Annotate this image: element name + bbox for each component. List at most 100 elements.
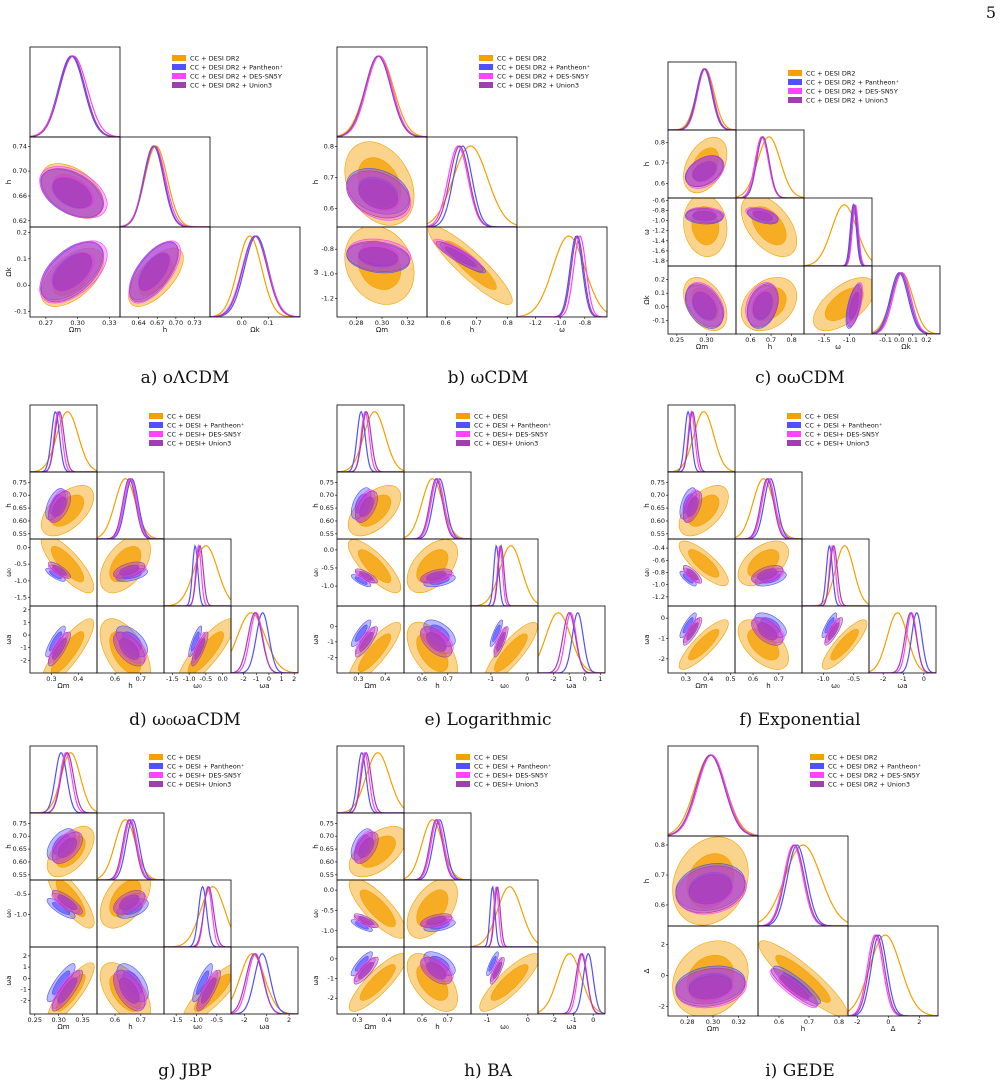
contour-3-1	[46, 880, 95, 929]
x-tick-label: -1	[570, 1016, 576, 1024]
subplot-frame	[426, 136, 518, 228]
marginal-2	[427, 145, 517, 227]
marginal-curve-4	[736, 136, 804, 198]
legend-swatch	[172, 55, 186, 61]
y-tick-label: 0.60	[320, 517, 334, 525]
x-tick-label: 0.70	[169, 319, 183, 327]
marginal-curve-1	[735, 478, 802, 539]
x-tick-label: -1.5	[166, 675, 179, 683]
contour-4-1	[40, 618, 95, 673]
subplot-frame	[230, 946, 299, 1015]
y-tick-label: 0.65	[320, 845, 334, 853]
marginal-curve-3	[538, 952, 605, 1014]
marginal-4	[869, 611, 936, 673]
x-axis-label: ω₀	[500, 682, 509, 690]
y-tick-label: 0	[330, 622, 334, 630]
marginal-curve-4	[210, 235, 300, 317]
marginal-curve-3	[517, 235, 607, 317]
marginal-2	[735, 477, 802, 539]
y-axis-label: h	[312, 844, 320, 848]
legend-swatch	[149, 440, 163, 446]
x-axis-label: Ωm	[364, 1023, 376, 1031]
legend-label: CC + DESI DR2	[806, 70, 856, 78]
x-tick-label: 0.1	[263, 319, 273, 327]
y-tick-label: 0.70	[13, 167, 27, 175]
y-tick-label: -1.0	[652, 581, 665, 589]
legend-label: CC + DESI+ Union3	[167, 440, 231, 448]
y-tick-label: -1.0	[652, 217, 665, 225]
y-axis-label: ω	[312, 269, 320, 275]
y-tick-label: -2	[328, 653, 334, 661]
y-tick-label: 0.55	[13, 871, 27, 879]
contour-ellipse-1-1sigma	[688, 628, 720, 661]
contour-ellipse-4-1sigma	[52, 496, 67, 517]
y-tick-label: 0	[661, 972, 665, 980]
y-tick-label: -0.5	[14, 560, 27, 568]
legend-swatch	[788, 79, 802, 85]
y-tick-label: -0.5	[321, 564, 334, 572]
x-axis-label: Ωm	[364, 682, 376, 690]
contour-2-1	[46, 826, 95, 878]
legend-swatch	[456, 422, 470, 428]
contour-ellipse-2-1sigma	[824, 617, 835, 634]
contour-4-2	[406, 619, 458, 673]
marginal-curve-4	[668, 410, 735, 472]
x-tick-label: 0.6	[417, 675, 427, 683]
marginal-curve-4	[404, 819, 471, 880]
marginal-curve-3	[30, 55, 120, 137]
x-tick-label: 0.4	[73, 675, 83, 683]
marginal-2	[97, 477, 164, 539]
marginal-curve-2	[848, 934, 938, 1016]
x-tick-label: 0	[886, 1018, 890, 1026]
legend-swatch	[479, 55, 493, 61]
contour-4-3	[176, 618, 231, 673]
contour-ellipse-2-1sigma	[354, 624, 368, 642]
marginal-2	[404, 818, 471, 880]
marginal-curve-2	[164, 885, 231, 947]
contour-ellipse-4-1sigma	[57, 977, 78, 1004]
subfigure-caption: c) oωCDM	[755, 368, 845, 388]
y-tick-label: 0.0	[17, 543, 27, 551]
legend-label: CC + DESI+ DES-SN5Y	[167, 772, 241, 780]
x-axis-label: ωa	[566, 1023, 576, 1031]
y-tick-label: -1.6	[652, 247, 665, 255]
y-tick-label: 1	[23, 963, 27, 971]
contour-ellipse-4-1sigma	[426, 632, 447, 652]
contour-4-2	[99, 618, 151, 673]
contour-3-2	[406, 539, 458, 594]
marginal-curve-3	[668, 754, 758, 836]
y-tick-label: 0.8	[324, 142, 334, 150]
legend-swatch	[787, 431, 801, 437]
x-tick-label: 0.6	[440, 319, 450, 327]
x-axis-label: h	[128, 682, 132, 690]
legend-swatch	[787, 413, 801, 419]
legend-label: CC + DESI DR2	[190, 55, 240, 63]
contour-ellipse-4-1sigma	[692, 161, 717, 182]
y-axis-label: ω₀	[643, 568, 651, 577]
x-axis-label: h	[128, 1023, 132, 1031]
x-tick-label: -0.5	[847, 675, 860, 683]
y-tick-label: 2	[661, 941, 665, 949]
y-tick-label: 0.70	[651, 491, 665, 499]
y-axis-label: ωa	[312, 634, 320, 644]
x-axis-label: h	[768, 343, 772, 351]
x-tick-label: -1	[900, 675, 906, 683]
y-tick-label: -1.2	[652, 227, 665, 235]
x-tick-label: 0.28	[680, 1018, 694, 1026]
x-tick-label: 0.32	[731, 1018, 745, 1026]
marginal-curve-2	[30, 55, 120, 137]
marginal-curve-2	[337, 55, 427, 137]
contour-ellipse-2-1sigma	[354, 921, 369, 930]
contour-ellipse-4-1sigma	[358, 179, 398, 210]
x-tick-label: 0.25	[28, 1016, 42, 1024]
marginal-curve-1	[668, 68, 736, 130]
y-tick-label: 0.70	[320, 491, 334, 499]
y-tick-label: -0.5	[321, 906, 334, 914]
y-tick-label: -1	[328, 638, 334, 646]
legend-swatch	[456, 431, 470, 437]
contour-4-1	[348, 951, 404, 1012]
legend-swatch	[788, 97, 802, 103]
